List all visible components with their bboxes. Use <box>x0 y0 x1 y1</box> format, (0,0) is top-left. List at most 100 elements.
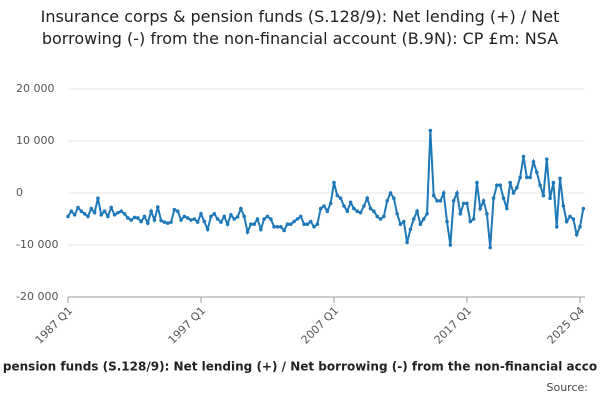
data-point <box>122 212 127 216</box>
data-point <box>262 217 266 221</box>
data-point <box>421 217 426 221</box>
data-point <box>578 225 582 229</box>
data-point <box>229 213 233 217</box>
data-point <box>551 180 556 185</box>
data-point <box>508 180 512 185</box>
data-point <box>149 209 153 213</box>
data-point <box>574 232 579 237</box>
data-point <box>544 157 549 161</box>
data-point <box>511 191 516 195</box>
data-point <box>392 196 396 200</box>
data-point <box>385 199 389 203</box>
data-point <box>335 193 340 198</box>
data-point <box>275 225 280 229</box>
x-tick-label: 1997 Q1 <box>166 304 209 347</box>
data-point <box>368 206 373 211</box>
data-point <box>205 227 210 232</box>
data-point <box>265 214 270 219</box>
data-point <box>109 205 114 210</box>
data-point <box>136 216 140 220</box>
data-point <box>175 209 180 213</box>
data-point <box>428 128 433 133</box>
data-point <box>225 222 230 226</box>
data-point <box>372 209 376 213</box>
data-point <box>521 154 526 159</box>
x-tick-label: 1987 Q1 <box>33 304 76 347</box>
data-point <box>102 209 107 213</box>
data-point <box>531 160 536 164</box>
data-point <box>448 243 453 247</box>
data-point <box>292 219 296 224</box>
data-point <box>475 180 479 185</box>
data-point <box>239 206 243 211</box>
data-point <box>328 201 333 206</box>
data-point <box>232 217 237 221</box>
data-point <box>119 209 123 213</box>
data-point <box>245 230 250 234</box>
data-point <box>298 214 303 219</box>
data-point <box>202 219 207 224</box>
data-point <box>152 218 157 222</box>
data-point <box>378 217 383 221</box>
data-point <box>471 217 476 221</box>
data-point <box>215 217 220 221</box>
data-point <box>145 221 150 225</box>
data-point <box>362 204 366 208</box>
data-point <box>322 204 326 208</box>
data-point <box>408 227 413 232</box>
data-point <box>132 215 137 220</box>
data-point <box>435 199 439 203</box>
data-point <box>285 222 290 226</box>
data-point <box>242 214 247 219</box>
data-point <box>415 209 419 213</box>
data-point <box>425 212 429 216</box>
data-point <box>398 222 403 226</box>
data-point <box>165 221 170 225</box>
data-point <box>405 240 409 245</box>
data-point <box>382 214 386 219</box>
data-point <box>318 206 323 211</box>
data-point <box>278 225 283 229</box>
data-point <box>162 220 167 224</box>
data-point <box>269 217 273 221</box>
data-point <box>155 205 160 209</box>
data-point <box>548 196 552 200</box>
data-point <box>461 201 466 206</box>
data-point <box>249 222 253 226</box>
data-point <box>192 217 197 221</box>
data-point <box>308 219 313 224</box>
x-tick-label: 2007 Q1 <box>299 304 342 347</box>
data-point <box>172 207 177 212</box>
data-point <box>465 201 469 206</box>
data-point <box>116 210 120 215</box>
data-point <box>72 213 77 217</box>
data-point <box>355 209 360 213</box>
data-point <box>219 220 223 224</box>
data-point <box>445 219 449 224</box>
series-line <box>67 130 585 248</box>
data-point <box>528 175 532 180</box>
data-point <box>235 215 240 219</box>
data-point <box>282 228 286 233</box>
data-point <box>451 199 456 203</box>
data-point <box>305 222 310 226</box>
data-point <box>561 204 566 208</box>
chart-title: Insurance corps & pension funds (S.128/9… <box>40 7 560 48</box>
data-point <box>82 212 87 216</box>
data-point <box>106 214 110 219</box>
data-point <box>302 222 306 226</box>
data-point <box>375 214 379 219</box>
data-point <box>505 206 509 211</box>
data-point <box>199 212 203 216</box>
data-point <box>76 205 80 210</box>
y-tick-label: -20 000 <box>16 290 58 303</box>
data-point <box>159 218 163 223</box>
data-point <box>518 175 522 180</box>
data-point <box>441 191 446 195</box>
data-point <box>272 225 276 229</box>
data-point <box>438 199 443 203</box>
data-point <box>89 206 94 211</box>
data-point <box>182 214 187 219</box>
data-point <box>488 245 493 250</box>
data-point <box>418 222 423 226</box>
